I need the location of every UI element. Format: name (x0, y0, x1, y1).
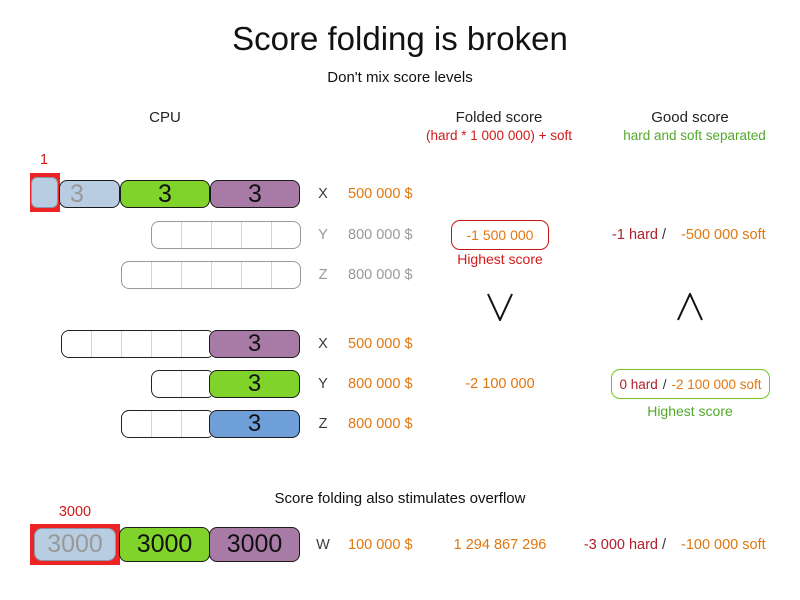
good-score-box: 0 hard / -2 100 000 soft (611, 369, 770, 399)
good-score-slash-w: / (661, 537, 667, 553)
column-subheader-folded-formula: (hard * 1 000 000) + soft (426, 128, 572, 143)
folded-comparison-worse-icon (487, 293, 513, 321)
good-score-hard-2: 0 hard (619, 376, 658, 392)
good-score-slash-1: / (661, 227, 667, 243)
row-label-y1: Y (318, 227, 328, 243)
row-money-z1: 800 000 $ (348, 267, 413, 283)
column-header-cpu: CPU (149, 109, 181, 126)
highlight-count-label: 1 (39, 152, 49, 168)
cpu-block-blue: 3 (59, 180, 120, 208)
row-label-w: W (316, 537, 330, 553)
folded-score-box: -1 500 000 (451, 220, 549, 250)
row-label-x1: X (318, 186, 328, 202)
row-label-x2: X (318, 336, 328, 352)
cpu-block-purple: 3 (210, 180, 300, 208)
empty-cpu-bar-y2 (151, 370, 215, 398)
good-score-soft-2: -2 100 000 soft (671, 376, 762, 392)
empty-cpu-bar-x2 (61, 330, 215, 358)
overflow-subtitle: Score folding also stimulates overflow (274, 490, 526, 507)
empty-cpu-bar-z1 (121, 261, 301, 289)
row-label-y2: Y (318, 376, 328, 392)
cpu-block-purple-3000: 3000 (209, 527, 300, 562)
row-money-y1: 800 000 $ (348, 227, 413, 243)
empty-cpu-bar-y1 (151, 221, 301, 249)
row-label-z2: Z (318, 416, 328, 432)
row-label-z1: Z (318, 267, 328, 283)
good-score-hard-1: -1 hard (612, 227, 658, 243)
good-score-hard-w: -3 000 hard (583, 537, 658, 553)
folded-score-value-w: 1 294 867 296 (453, 537, 547, 553)
folded-highest-score-caption: Highest score (457, 251, 543, 267)
row-money-x1: 500 000 $ (348, 186, 413, 202)
row-money-w: 100 000 $ (348, 537, 413, 553)
empty-cpu-bar-z2 (121, 410, 215, 438)
good-score-soft-1: -500 000 soft (681, 227, 766, 243)
page-subtitle: Don't mix score levels (327, 69, 473, 86)
cpu-block-green-3000: 3000 (119, 527, 210, 562)
good-highest-score-caption: Highest score (647, 403, 733, 419)
cpu-block-blue-2: 3 (209, 410, 300, 438)
cpu-block-blue-3000: 3000 (34, 528, 116, 561)
cpu-block-purple-2: 3 (209, 330, 300, 358)
page-title: Score folding is broken (232, 20, 568, 57)
cpu-block-green-2: 3 (209, 370, 300, 398)
column-subheader-good-separated: hard and soft separated (623, 128, 766, 143)
folded-score-value-2: -2 100 000 (465, 376, 535, 392)
column-header-folded-score: Folded score (455, 109, 543, 126)
good-score-slash-2: / (662, 376, 667, 392)
good-comparison-better-icon (677, 293, 703, 321)
overflow-highlight-label: 3000 (58, 504, 92, 520)
row-money-y2: 800 000 $ (348, 376, 413, 392)
column-header-good-score: Good score (651, 109, 729, 126)
cpu-block-green: 3 (120, 180, 210, 208)
row-money-z2: 800 000 $ (348, 416, 413, 432)
good-score-soft-w: -100 000 soft (681, 537, 766, 553)
cpu-block-highlighted (31, 177, 58, 208)
row-money-x2: 500 000 $ (348, 336, 413, 352)
